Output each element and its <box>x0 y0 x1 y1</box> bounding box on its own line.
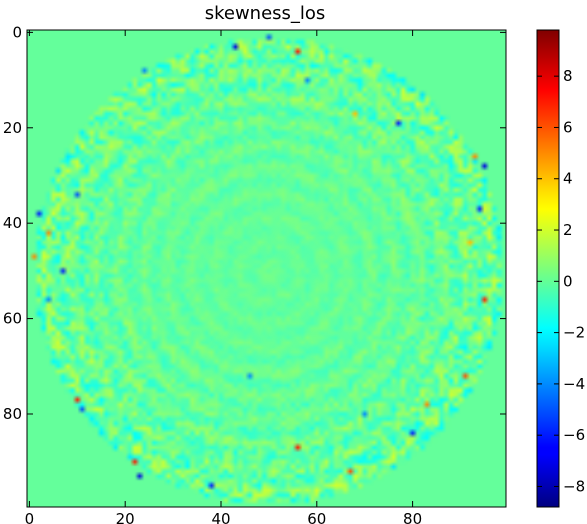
colorbar-tick-label: 0 <box>563 272 573 290</box>
x-tick-label: 60 <box>307 510 326 524</box>
x-tick-label: 20 <box>116 510 135 524</box>
x-tick-label: 40 <box>211 510 230 524</box>
colorbar-tick-label: 8 <box>563 67 573 85</box>
colorbar-tick-label: 4 <box>563 170 573 188</box>
y-tick-label: 60 <box>3 310 22 328</box>
colorbar-tick-label: −6 <box>563 426 585 444</box>
y-axis: 0 20 40 60 80 <box>3 23 506 423</box>
colorbar-tick-label: 6 <box>563 118 573 136</box>
x-axis: 0 20 40 60 80 <box>25 30 422 524</box>
colorbar-axis: 8 6 4 2 0 −2 −4 −6 −8 <box>537 67 585 495</box>
y-tick-label: 40 <box>3 214 22 232</box>
colorbar-tick-label: −4 <box>563 375 585 393</box>
y-tick-label: 80 <box>3 405 22 423</box>
chart-title: skewness_los <box>205 3 326 24</box>
y-tick-label: 20 <box>3 119 22 137</box>
colorbar-tick-label: −2 <box>563 324 585 342</box>
colorbar-tick-label: −8 <box>563 477 585 495</box>
colorbar <box>536 29 560 508</box>
heatmap-image <box>27 30 506 507</box>
y-tick-label: 0 <box>12 23 22 41</box>
x-tick-label: 80 <box>403 510 422 524</box>
colorbar-tick-label: 2 <box>563 221 573 239</box>
x-tick-label: 0 <box>25 510 35 524</box>
plot-frame <box>26 29 507 508</box>
